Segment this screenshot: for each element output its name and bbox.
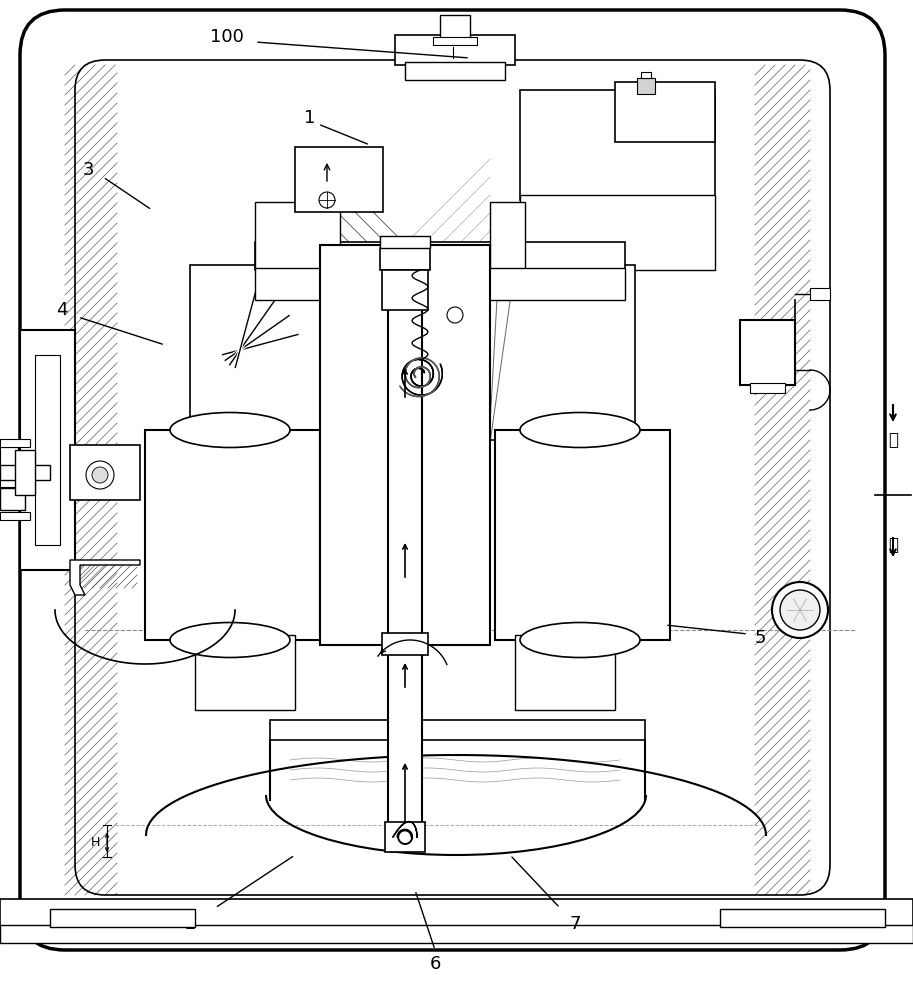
Bar	[495, 430, 670, 640]
Bar	[395, 35, 515, 65]
Bar	[65, 65, 117, 895]
Bar	[520, 195, 715, 270]
Bar	[145, 430, 320, 640]
Bar	[50, 909, 195, 927]
Bar	[0, 447, 18, 487]
Bar	[255, 202, 340, 270]
Bar	[517, 637, 613, 708]
Text: 3: 3	[82, 161, 94, 179]
Bar	[497, 432, 668, 638]
Text: 下: 下	[888, 536, 898, 554]
Bar	[492, 267, 633, 438]
Bar	[490, 202, 525, 270]
Bar	[255, 242, 625, 270]
Bar	[522, 92, 713, 198]
Bar	[15, 450, 35, 495]
Bar	[810, 288, 830, 300]
FancyBboxPatch shape	[20, 10, 885, 950]
Bar	[720, 909, 885, 927]
Bar	[0, 512, 30, 520]
Circle shape	[447, 307, 463, 323]
Bar	[320, 245, 490, 645]
Text: 上: 上	[888, 431, 898, 449]
Bar	[2, 927, 911, 941]
Bar	[0, 488, 25, 510]
Bar	[405, 62, 505, 80]
Ellipse shape	[520, 412, 640, 448]
Bar	[615, 82, 715, 142]
Text: 2: 2	[184, 915, 195, 933]
Bar	[395, 35, 515, 65]
Text: 1: 1	[304, 109, 316, 127]
Bar	[641, 72, 651, 78]
Text: 6: 6	[429, 955, 441, 973]
Bar	[520, 90, 715, 200]
Circle shape	[772, 582, 828, 638]
Bar	[380, 248, 430, 270]
Text: 7: 7	[569, 915, 581, 933]
Bar	[72, 560, 137, 588]
Bar	[433, 37, 477, 45]
Bar	[380, 236, 430, 248]
Text: H: H	[90, 836, 100, 848]
Polygon shape	[70, 560, 140, 595]
Bar	[388, 265, 422, 835]
Bar	[195, 635, 295, 710]
Bar	[0, 439, 30, 447]
Bar	[740, 320, 795, 385]
Bar	[522, 197, 713, 268]
Circle shape	[319, 192, 335, 208]
Bar	[750, 383, 785, 393]
Bar	[270, 720, 645, 740]
Circle shape	[86, 461, 114, 489]
Bar	[255, 268, 625, 300]
Bar	[0, 925, 913, 943]
Bar	[394, 265, 416, 835]
Bar	[190, 265, 330, 440]
Bar	[385, 822, 425, 852]
Bar	[637, 78, 655, 94]
Ellipse shape	[170, 412, 290, 448]
Bar	[490, 265, 635, 440]
Bar	[147, 432, 318, 638]
Bar	[382, 633, 428, 655]
Text: 100: 100	[210, 28, 244, 46]
Bar	[515, 635, 615, 710]
Ellipse shape	[520, 622, 640, 658]
Bar	[440, 15, 470, 40]
Bar	[20, 330, 75, 570]
Bar	[0, 465, 50, 480]
Bar	[197, 637, 293, 708]
Bar	[272, 722, 643, 738]
Bar	[35, 355, 60, 545]
Ellipse shape	[170, 622, 290, 658]
Circle shape	[780, 590, 820, 630]
Bar	[270, 740, 645, 800]
Bar	[405, 62, 505, 80]
Bar	[755, 65, 810, 895]
Bar	[382, 270, 428, 310]
Bar	[0, 899, 913, 927]
Circle shape	[92, 467, 108, 483]
Text: 5: 5	[754, 629, 766, 647]
Text: 4: 4	[57, 301, 68, 319]
Bar	[22, 332, 73, 568]
Bar	[295, 147, 383, 212]
Bar	[192, 267, 328, 438]
Bar	[70, 445, 140, 500]
